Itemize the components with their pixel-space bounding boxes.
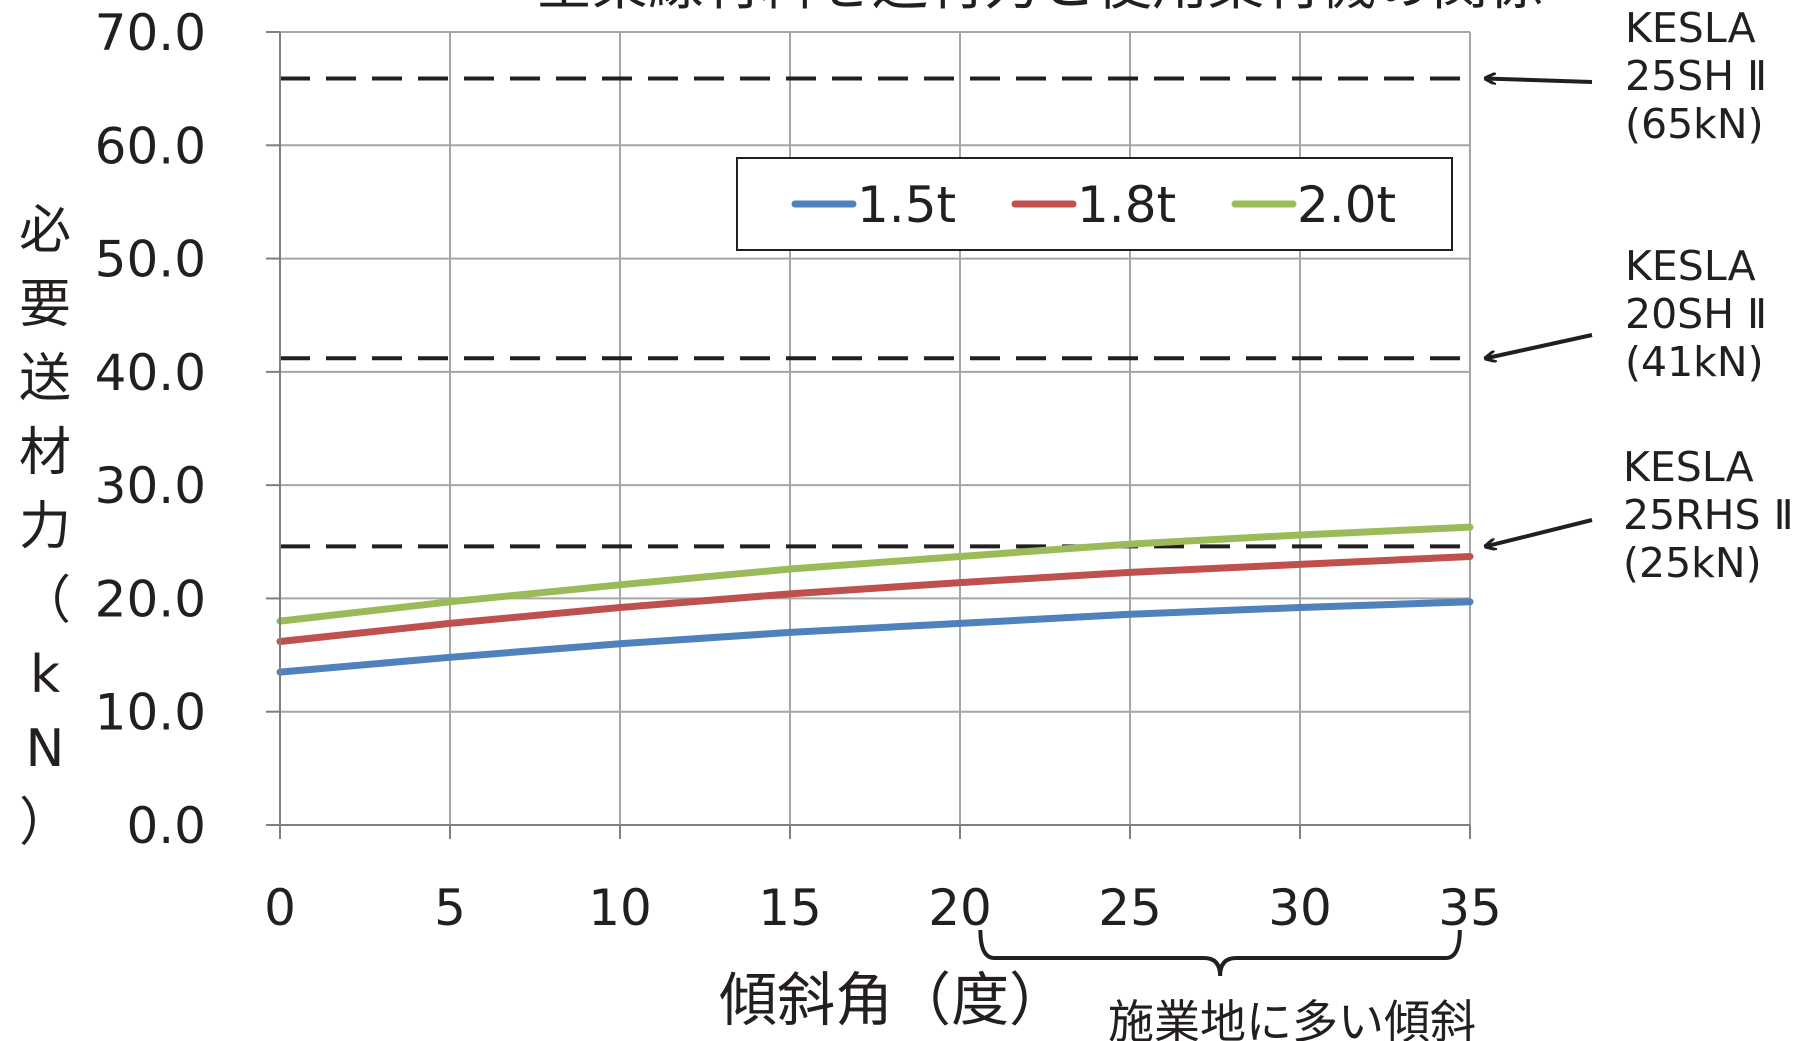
series-line-2.0t [276, 523, 1474, 625]
x-tick-label: 10 [588, 879, 652, 937]
reference-label-line: 20SH Ⅱ [1625, 290, 1767, 338]
y-tick-label: 10.0 [95, 684, 206, 742]
x-tick-label: 30 [1268, 879, 1332, 937]
x-tick-label: 25 [1098, 879, 1162, 937]
reference-label-line: (65kN) [1625, 100, 1764, 148]
legend-label: 1.8t [1077, 176, 1176, 234]
reference-label-line: (25kN) [1623, 539, 1762, 587]
y-tick-label: 50.0 [95, 231, 206, 289]
x-tick-label: 20 [928, 879, 992, 937]
y-tick-label: 0.0 [126, 797, 206, 855]
reference-lines [280, 76, 1470, 549]
y-axis-label-char: 材 [19, 423, 71, 483]
legend: 1.5t 1.8t 2.0t [736, 157, 1453, 251]
y-axis-label: 必要送材力 （ k N ） [19, 201, 71, 853]
legend-label: 1.5t [857, 176, 956, 234]
y-tick-label: 70.0 [95, 4, 206, 62]
annotation-arrow [1486, 518, 1593, 546]
y-tick-labels: 0.0 10.0 20.0 30.0 40.0 50.0 60.0 70.0 [95, 4, 206, 855]
y-axis-label-char: k [30, 645, 60, 705]
grid [279, 31, 1471, 826]
y-axis-label-char: （ [19, 571, 71, 631]
y-axis-label-char: 力 [19, 497, 71, 557]
y-axis-label-char: 必 [19, 201, 71, 261]
annotation-arrow [1486, 78, 1593, 82]
x-tick-label: 5 [434, 879, 466, 937]
range-annotation: 施業地に多い傾斜 [978, 929, 1476, 1041]
y-tick-label: 60.0 [95, 117, 206, 175]
y-tick-label: 20.0 [95, 570, 206, 628]
series-line-1.8t [276, 553, 1474, 645]
legend-label: 2.0t [1297, 176, 1396, 234]
reference-label-line: KESLA [1625, 4, 1756, 52]
x-tick-label: 15 [758, 879, 822, 937]
y-axis-label-char: N [26, 719, 65, 779]
reference-label-line: 25SH Ⅱ [1625, 52, 1767, 100]
x-axis-label: 傾斜角（度） [719, 966, 1067, 1034]
series-lines [276, 523, 1474, 676]
y-tick-label: 30.0 [95, 457, 206, 515]
y-tick-label: 40.0 [95, 344, 206, 402]
y-axis-label-char: ） [19, 793, 71, 853]
x-tick-label: 35 [1438, 879, 1502, 937]
annotation-arrow [1486, 333, 1593, 358]
range-bracket [978, 929, 1462, 977]
reference-label-line: KESLA [1625, 242, 1756, 290]
range-label: 施業地に多い傾斜 [1108, 995, 1476, 1041]
reference-label-line: 25RHS Ⅱ [1623, 491, 1794, 539]
y-axis-label-char: 送 [19, 349, 71, 409]
series-line-1.5t [276, 598, 1474, 676]
chart-title: 空架線材料を送材力と使用集材機の関係 [536, 0, 1544, 18]
y-axis-label-char: 要 [19, 275, 71, 335]
x-tick-labels: 0 5 10 15 20 25 30 35 [264, 879, 1502, 937]
reference-label-line: (41kN) [1625, 338, 1764, 386]
x-tick-label: 0 [264, 879, 296, 937]
axes [266, 31, 1471, 839]
reference-label-line: KESLA [1623, 443, 1754, 491]
